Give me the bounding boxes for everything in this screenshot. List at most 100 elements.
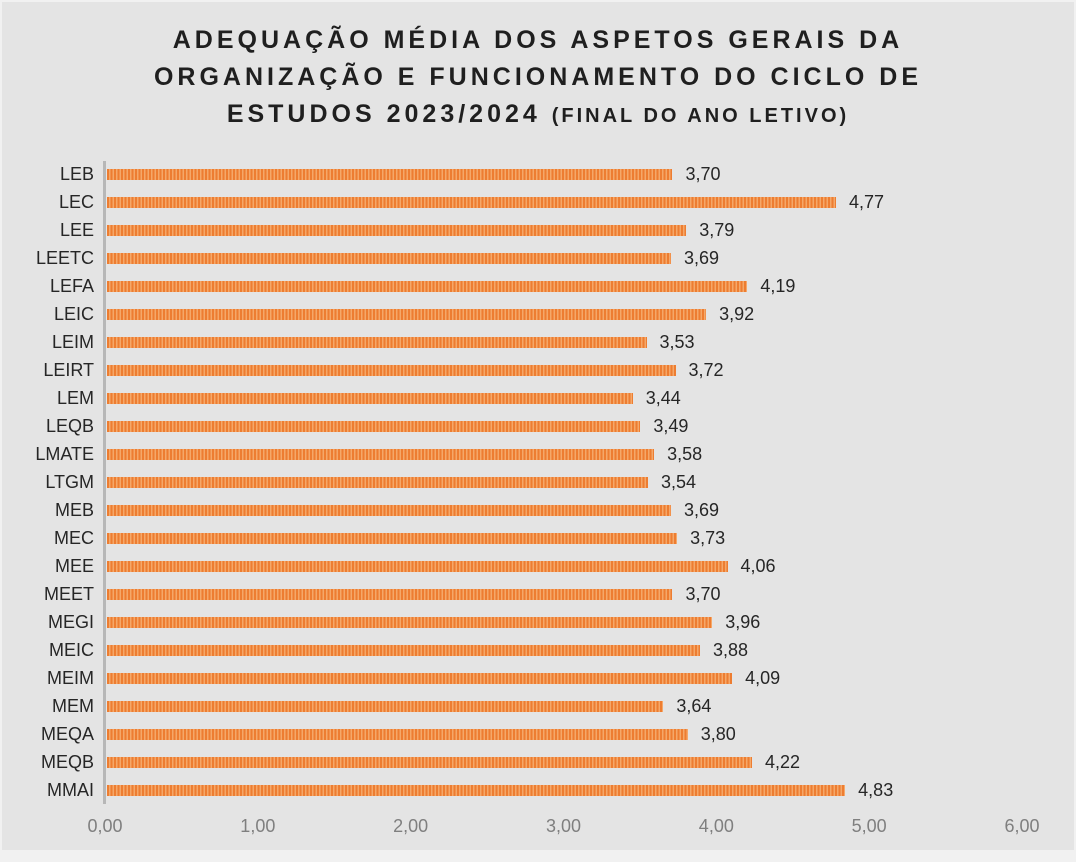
- chart-title-line3-suffix: (FINAL DO ANO LETIVO): [551, 105, 850, 127]
- category-label: MEM: [52, 695, 94, 716]
- bar-row: LEIRT 3,72: [2, 357, 1074, 385]
- bar-row: LEIM 3,53: [2, 329, 1074, 357]
- bar: [107, 449, 655, 461]
- bar: [107, 365, 676, 377]
- bar-row: MEIM 4,09: [2, 664, 1074, 692]
- value-label: 4,77: [849, 192, 885, 213]
- bar-row: LEFA 4,19: [2, 273, 1074, 301]
- bar-row: LEIC 3,92: [2, 301, 1074, 329]
- bar: [107, 421, 641, 433]
- value-label: 3,58: [667, 444, 703, 465]
- value-label: 4,22: [764, 751, 800, 772]
- value-label: 3,92: [719, 304, 755, 325]
- x-axis-tick-label: 3,00: [545, 816, 582, 836]
- category-label: LEE: [59, 220, 94, 241]
- value-label: 3,70: [685, 164, 721, 185]
- bar: [107, 532, 678, 544]
- category-label: LEM: [56, 388, 94, 409]
- category-label: LEETC: [35, 248, 94, 269]
- value-label: 4,83: [858, 779, 894, 800]
- chart-title: ADEQUAÇÃO MÉDIA DOS ASPETOS GERAIS DA OR…: [2, 22, 1074, 135]
- category-label: MEQA: [40, 723, 94, 744]
- value-label: 3,96: [725, 611, 761, 632]
- category-label: LEC: [58, 192, 94, 213]
- category-label: MEET: [43, 583, 94, 604]
- bar: [107, 504, 671, 516]
- category-label: MEB: [54, 499, 94, 520]
- x-axis-tick-label: 6,00: [1004, 816, 1040, 836]
- bar: [107, 309, 707, 321]
- value-label: 3,69: [683, 499, 719, 520]
- value-label: 3,44: [645, 388, 681, 409]
- value-label: 3,53: [659, 332, 695, 353]
- category-label: MMAI: [47, 779, 94, 800]
- category-label: LEIM: [51, 332, 94, 353]
- bar: [107, 728, 688, 740]
- bar: [107, 700, 664, 712]
- x-axis-tick-label: 0,00: [87, 816, 123, 836]
- bar-row: MEQB 4,22: [2, 748, 1074, 776]
- bar: [107, 393, 633, 405]
- bar-row: LTGM 3,54: [2, 469, 1074, 497]
- bar: [107, 169, 673, 181]
- x-axis-tick-label: 1,00: [240, 816, 276, 836]
- value-label: 3,79: [699, 220, 735, 241]
- category-label: MEE: [54, 555, 94, 576]
- category-label: MEIC: [49, 639, 94, 660]
- bar: [107, 588, 673, 600]
- value-label: 4,06: [740, 555, 776, 576]
- value-label: 3,70: [685, 583, 721, 604]
- category-label: LTGM: [45, 471, 94, 492]
- category-label: LEQB: [45, 416, 94, 437]
- bar: [107, 560, 728, 572]
- bar: [107, 337, 647, 349]
- chart-title-line1: ADEQUAÇÃO MÉDIA DOS ASPETOS GERAIS DA: [172, 26, 904, 54]
- chart-title-line2: ORGANIZAÇÃO E FUNCIONAMENTO DO CICLO DE: [153, 63, 923, 91]
- value-label: 3,88: [712, 639, 749, 660]
- value-label: 4,19: [760, 276, 796, 297]
- value-label: 3,49: [653, 416, 689, 437]
- category-label: LEFA: [49, 276, 94, 297]
- bar-row: LEQB 3,49: [2, 413, 1074, 441]
- category-label: MEC: [54, 527, 94, 548]
- bar-row: MEET 3,70: [2, 580, 1074, 608]
- bar: [107, 672, 733, 684]
- category-label: LEIC: [53, 304, 94, 325]
- bar-row: MEQA 3,80: [2, 720, 1074, 748]
- bar: [107, 281, 748, 293]
- value-label: 3,73: [690, 527, 726, 548]
- value-label: 3,64: [676, 695, 712, 716]
- value-label: 4,09: [745, 667, 781, 688]
- value-label: 3,80: [700, 723, 736, 744]
- bar-row: MEIC 3,88: [2, 636, 1074, 664]
- chart-title-line3: ESTUDOS 2023/2024 (FINAL DO ANO LETIVO): [2, 96, 1074, 135]
- bar-row: MEE 4,06: [2, 552, 1074, 580]
- bar: [107, 616, 713, 628]
- value-label: 3,69: [683, 248, 719, 269]
- bar-row: LEM 3,44: [2, 385, 1074, 413]
- bar: [107, 756, 752, 768]
- bar: [107, 644, 700, 656]
- x-axis-tick-label: 5,00: [851, 816, 887, 836]
- bar-row: MMAI 4,83: [2, 776, 1074, 804]
- bar-row: LEC 4,77: [2, 189, 1074, 217]
- category-label: LEIRT: [43, 360, 94, 381]
- y-axis-line: [103, 161, 106, 804]
- category-label: MEIM: [47, 667, 94, 688]
- bar-row: LMATE 3,58: [2, 441, 1074, 469]
- x-axis-tick-label: 2,00: [393, 816, 429, 836]
- bar-row: MEGI 3,96: [2, 608, 1074, 636]
- bar-row: MEB 3,69: [2, 496, 1074, 524]
- bar: [107, 476, 649, 488]
- bar-row: LEB 3,70: [2, 161, 1074, 189]
- bar-row: MEC 3,73: [2, 524, 1074, 552]
- value-label: 3,54: [661, 471, 697, 492]
- bar: [107, 784, 846, 796]
- bar: [107, 253, 671, 265]
- bar: [107, 197, 836, 209]
- value-label: 3,72: [688, 360, 724, 381]
- category-label: LEB: [59, 164, 94, 185]
- category-label: MEQB: [40, 751, 94, 772]
- plot-area: LEB 3,70 LEC 4,77 LEE 3,79 LEETC 3,69 LEFA 4,19 LE…: [2, 161, 1074, 804]
